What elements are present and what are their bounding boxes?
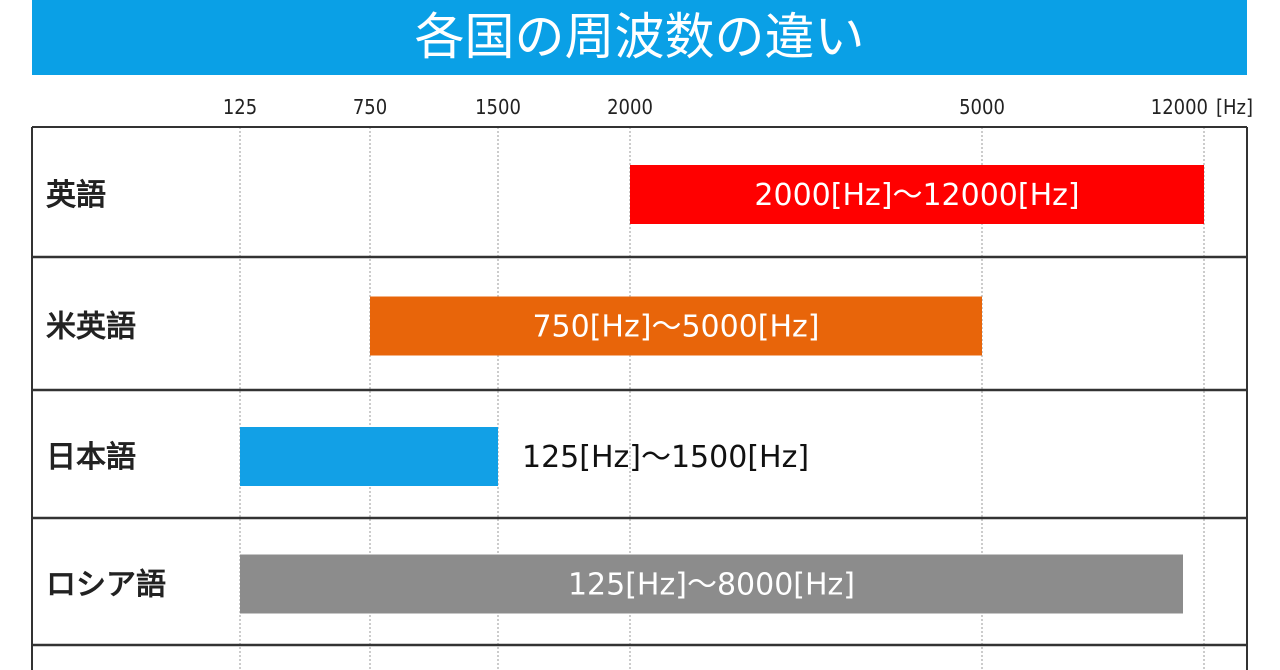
x-unit-label: [Hz]: [1216, 95, 1253, 119]
x-tick-label: 125: [223, 95, 257, 119]
range-bar: [240, 427, 498, 486]
category-label: ロシア語: [46, 568, 166, 603]
category-label: 米英語: [46, 310, 136, 345]
category-label: 日本語: [46, 440, 136, 475]
x-tick-label: 1500: [475, 95, 521, 119]
bar-data-label: 125[Hz]～1500[Hz]: [522, 440, 809, 475]
bar-data-label: 2000[Hz]～12000[Hz]: [754, 178, 1079, 213]
range-bar: [370, 296, 982, 356]
x-tick-label: 5000: [959, 95, 1005, 119]
category-label: 英語: [46, 178, 106, 213]
x-tick-label: 12000: [1151, 95, 1208, 119]
x-tick-label: 750: [353, 95, 387, 119]
range-bar: [240, 554, 1183, 614]
chart-title: 各国の周波数の違い: [32, 0, 1247, 75]
range-bar: [630, 165, 1204, 224]
bar-data-label: 750[Hz]～5000[Hz]: [532, 310, 819, 345]
x-tick-label: 2000: [607, 95, 653, 119]
bar-data-label: 125[Hz]～8000[Hz]: [568, 568, 855, 603]
